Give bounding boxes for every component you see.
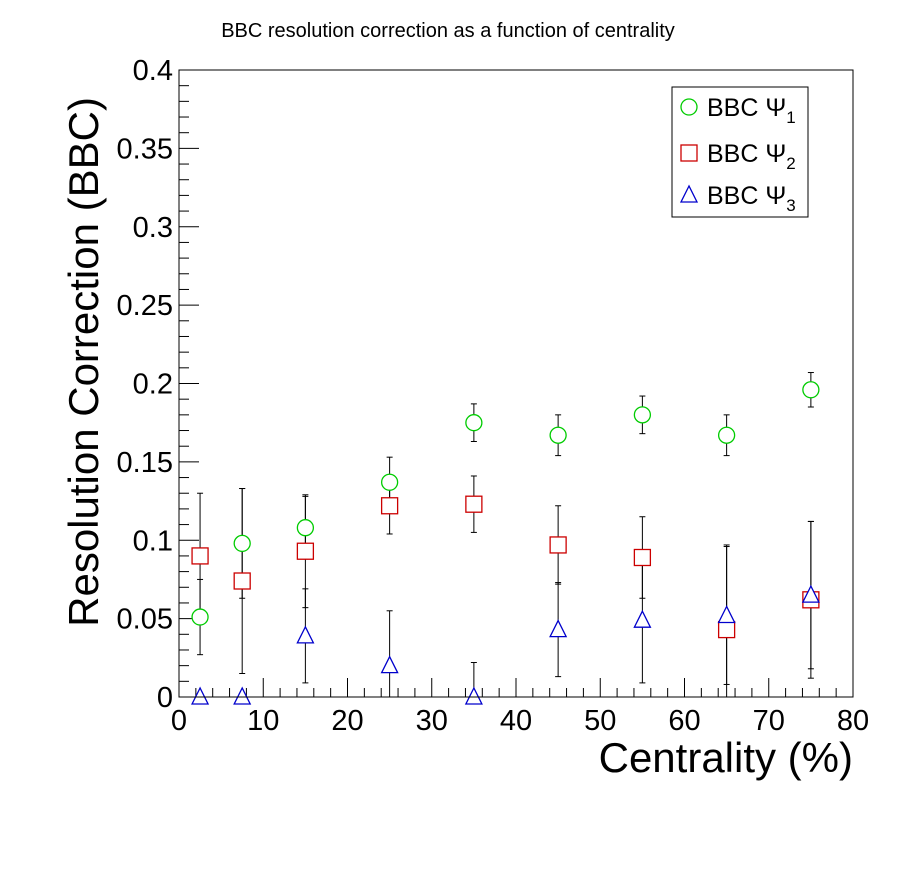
- y-tick-label: 0.25: [117, 290, 173, 322]
- x-tick-label: 10: [247, 705, 279, 737]
- data-point-circle: [233, 534, 251, 553]
- data-point-triangle: [191, 686, 210, 705]
- y-tick-label: 0.15: [117, 447, 173, 479]
- data-point-square: [380, 497, 399, 515]
- data-point-triangle: [233, 686, 252, 705]
- y-tick-label: 0.05: [117, 604, 173, 636]
- data-point-square: [633, 548, 652, 567]
- x-tick-label: 80: [837, 705, 869, 737]
- legend-label: BBC Ψ1: [707, 94, 796, 127]
- data-point-square: [549, 536, 567, 554]
- x-tick-label: 0: [171, 705, 187, 737]
- x-axis-title: Centrality (%): [599, 734, 853, 781]
- data-point-square: [465, 495, 483, 513]
- data-point-square: [717, 620, 736, 639]
- x-tick-label: 40: [500, 705, 532, 737]
- legend-marker-circle: [680, 98, 698, 116]
- data-point-triangle: [549, 619, 568, 638]
- data-point-circle: [802, 381, 820, 399]
- data-point-triangle: [801, 584, 820, 603]
- chart-title: BBC resolution correction as a function …: [221, 20, 675, 42]
- legend-marker-square: [680, 144, 698, 162]
- data-point-circle: [296, 519, 315, 537]
- legend: BBC Ψ1 BBC Ψ2 BBC Ψ3: [671, 86, 809, 218]
- x-tick-label: 60: [668, 705, 700, 737]
- y-tick-label: 0.3: [133, 212, 173, 244]
- x-tick-label: 20: [331, 705, 363, 737]
- data-point-circle: [191, 608, 209, 626]
- legend-marker-triangle: [679, 184, 699, 203]
- x-tick-label: 30: [416, 705, 448, 737]
- y-tick-label: 0.35: [117, 133, 173, 165]
- data-point-square: [296, 542, 315, 560]
- data-point-square: [191, 547, 209, 565]
- y-axis-title: Resolution Correction (BBC): [60, 97, 107, 627]
- y-tick-label: 0.4: [133, 55, 173, 87]
- axes: 0 10 20 30 40 50 60 70 80 0 0.05 0.1 0.15 0.2 0.25 0.3 0…: [117, 55, 870, 737]
- data-point-square: [233, 572, 251, 590]
- data-point-circle: [717, 426, 736, 444]
- data-point-circle: [633, 406, 652, 424]
- x-tick-label: 70: [753, 705, 785, 737]
- x-tick-label: 50: [584, 705, 616, 737]
- data-point-triangle: [717, 605, 736, 624]
- data-point-triangle: [296, 625, 315, 644]
- data-point-triangle: [633, 609, 652, 628]
- legend-label: BBC Ψ2: [707, 140, 796, 173]
- data-point-triangle: [464, 686, 483, 705]
- data-point-circle: [465, 414, 483, 432]
- data-point-circle: [549, 426, 567, 444]
- y-tick-label: 0: [157, 682, 173, 714]
- plot-frame: [178, 69, 854, 698]
- y-tick-label: 0.1: [133, 525, 173, 557]
- data-point-triangle: [380, 655, 399, 674]
- y-tick-label: 0.2: [133, 369, 173, 401]
- legend-label: BBC Ψ3: [707, 182, 796, 215]
- data-points: [191, 372, 820, 705]
- data-point-circle: [380, 473, 399, 491]
